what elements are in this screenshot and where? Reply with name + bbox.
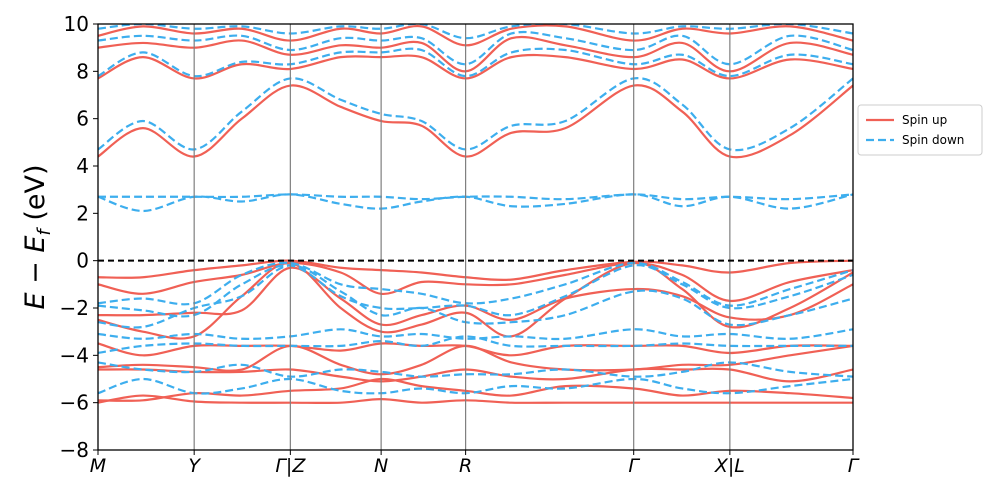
y-axis-label-minus: −: [20, 253, 51, 293]
y-tick-label: 2: [76, 201, 89, 225]
x-tick-label: M: [90, 455, 106, 477]
legend-label-spin-down: Spin down: [902, 133, 964, 147]
band-line-spin-up: [98, 261, 853, 303]
y-axis: −8 −6 −4 −2 0 2 4 6 8 10: [60, 12, 98, 462]
x-tick-label: R: [459, 455, 472, 477]
band-line-spin-down: [98, 24, 853, 40]
y-tick-label: 8: [76, 59, 89, 83]
band-line-spin-down: [98, 377, 853, 395]
band-line-spin-up: [98, 259, 853, 281]
band-line-spin-down: [98, 77, 853, 152]
band-line-spin-down: [98, 328, 853, 341]
y-axis-label-subscript: f: [34, 227, 55, 236]
series-spin-down: [98, 24, 853, 395]
band-line-spin-up: [98, 344, 853, 376]
y-axis-label-e: E: [20, 292, 51, 309]
y-tick-label: −6: [60, 391, 89, 415]
axes-frame: [97, 23, 854, 451]
x-tick-label: Y: [188, 455, 201, 477]
band-line-spin-down: [98, 335, 853, 355]
kpath-lines: [193, 24, 731, 450]
y-tick-label: −4: [60, 343, 89, 367]
band-line-spin-down: [98, 261, 853, 307]
y-axis-label-unit: (eV): [20, 165, 51, 230]
y-axis-label: E − Ef (eV): [20, 165, 55, 310]
legend: Spin up Spin down: [857, 104, 983, 156]
band-line-spin-down: [98, 193, 853, 201]
band-line-spin-up: [98, 266, 853, 327]
x-tick-label: Γ: [848, 455, 860, 477]
x-tick-label: N: [374, 455, 388, 477]
band-line-spin-down: [98, 193, 853, 213]
y-tick-label: 10: [64, 12, 89, 36]
y-tick-label: 0: [76, 249, 89, 273]
band-line-spin-up: [98, 84, 853, 159]
y-tick-label: −8: [60, 438, 89, 462]
x-axis: M Y Γ|Z N R Γ X|L Γ: [90, 450, 860, 477]
band-line-spin-up: [98, 24, 853, 47]
band-line-spin-down: [98, 264, 853, 318]
band-line-spin-down: [98, 30, 853, 66]
band-line-spin-down: [98, 264, 853, 329]
series-spin-up: [98, 24, 853, 405]
band-line-spin-up: [98, 394, 853, 405]
y-tick-label: 4: [76, 154, 89, 178]
x-tick-label: Γ|Z: [275, 455, 306, 477]
y-tick-label: 6: [76, 107, 89, 131]
band-line-spin-up: [98, 367, 853, 383]
x-tick-label: Γ: [628, 455, 640, 477]
bands-layer: [98, 24, 853, 405]
x-tick-label: X|L: [714, 455, 745, 477]
legend-label-spin-up: Spin up: [902, 113, 947, 127]
legend-box: [857, 104, 983, 156]
band-line-spin-down: [98, 47, 853, 78]
y-axis-label-ef: E: [20, 236, 51, 253]
y-tick-label: −2: [60, 296, 89, 320]
band-line-spin-up: [98, 53, 853, 80]
band-line-spin-down: [98, 361, 853, 378]
band-line-spin-up: [98, 377, 853, 402]
band-line-spin-up: [98, 35, 853, 73]
